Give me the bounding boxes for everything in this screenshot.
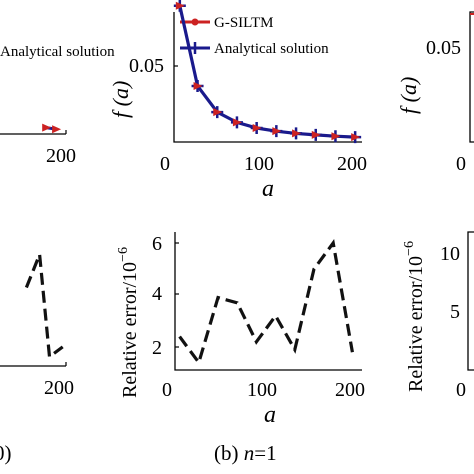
bottom-left-error-line bbox=[24, 253, 64, 360]
bottom-center-error-line bbox=[178, 239, 354, 367]
top-left-x-tick-label: 200 bbox=[46, 145, 76, 167]
top-center-gsiltm-point-2 bbox=[213, 108, 223, 117]
top-right-x-tick-0: 0 bbox=[456, 153, 466, 175]
top-center-gsiltm-point-5 bbox=[272, 127, 282, 136]
bottom-left-series bbox=[24, 253, 64, 360]
bottom-center-x-label: a bbox=[264, 402, 276, 428]
bottom-center-y-label-base: Relative error/10 bbox=[119, 262, 141, 398]
bottom-center-axes-frame bbox=[174, 232, 362, 371]
caption-center-suffix: =1 bbox=[254, 441, 276, 465]
top-right-axes-frame bbox=[469, 11, 474, 143]
bottom-right-y-label-exponent: −6 bbox=[402, 241, 417, 256]
top-center-gsiltm-point-3 bbox=[232, 118, 242, 127]
top-left-legend-label: Analytical solution bbox=[0, 44, 115, 60]
bottom-center-series bbox=[178, 239, 354, 367]
panel-bottom-center: 6 4 2 0 100 200 a Relative error/10−6 bbox=[116, 232, 365, 428]
legend-label-analytical: Analytical solution bbox=[214, 41, 329, 57]
panel-bottom-left: 200 bbox=[0, 253, 74, 399]
top-right-y-tick-label: 0.05 bbox=[426, 37, 461, 59]
bottom-right-y-label-base: Relative error/10 bbox=[405, 256, 427, 392]
bottom-center-y-tick-6: 6 bbox=[152, 233, 162, 255]
panel-top-left: 200 Analytical solution bbox=[0, 44, 115, 167]
top-center-legend: G-SILTM Analytical solution bbox=[180, 15, 329, 57]
caption-left: 0) bbox=[0, 441, 12, 465]
legend-marker-analytical bbox=[189, 42, 201, 54]
top-center-gsiltm-point-9 bbox=[351, 133, 361, 142]
bottom-center-y-tick-4: 4 bbox=[152, 283, 162, 305]
bottom-center-y-label: Relative error/10−6 bbox=[116, 247, 141, 398]
top-center-x-tick-100: 100 bbox=[244, 153, 274, 175]
panel-top-center: 0.05 0 100 200 a f (a) G-SILTM Analytica… bbox=[108, 0, 367, 202]
bottom-right-y-label: Relative error/10−6 bbox=[402, 241, 427, 392]
top-center-y-tick-label: 0.05 bbox=[129, 55, 164, 77]
bottom-center-x-tick-200: 200 bbox=[335, 379, 365, 401]
bottom-center-y-label-exponent: −6 bbox=[116, 247, 131, 262]
bottom-right-y-tick-5: 5 bbox=[450, 301, 460, 323]
top-center-series bbox=[173, 0, 362, 144]
bottom-center-x-tick-0: 0 bbox=[162, 379, 172, 401]
svg-text:Relative error/10−6: Relative error/10−6 bbox=[402, 241, 427, 392]
top-center-analytical-line bbox=[178, 5, 356, 139]
top-left-point-1 bbox=[52, 125, 62, 134]
top-center-gsiltm-point-0 bbox=[175, 1, 185, 10]
top-center-gsiltm-point-6 bbox=[292, 129, 302, 138]
caption-center: (b) n=1 bbox=[214, 441, 277, 465]
svg-text:Relative error/10−6: Relative error/10−6 bbox=[116, 247, 141, 398]
bottom-right-axes-frame bbox=[467, 231, 474, 371]
top-center-gsiltm-point-7 bbox=[311, 130, 321, 139]
top-center-gsiltm-point-1 bbox=[193, 82, 203, 90]
panel-top-right: 0.05 0 f (a) bbox=[396, 11, 474, 175]
legend-label-gsiltm: G-SILTM bbox=[214, 15, 273, 31]
top-center-y-label: f (a) bbox=[108, 81, 133, 118]
legend-marker-gsiltm bbox=[191, 18, 199, 26]
bottom-center-y-tick-2: 2 bbox=[152, 337, 162, 359]
top-center-axes-frame bbox=[173, 12, 362, 143]
top-center-gsiltm-point-4 bbox=[252, 124, 262, 132]
caption-center-var: n bbox=[244, 441, 255, 465]
top-center-gsiltm-point-8 bbox=[331, 132, 341, 141]
top-left-series bbox=[42, 123, 62, 134]
bottom-right-y-tick-10: 10 bbox=[440, 243, 460, 265]
top-left-point-0 bbox=[42, 123, 52, 132]
top-center-x-tick-200: 200 bbox=[337, 153, 367, 175]
bottom-left-x-tick-label: 200 bbox=[44, 377, 74, 399]
panel-bottom-right: 10 5 0 Relative error/10−6 bbox=[402, 231, 474, 401]
caption-center-prefix: (b) bbox=[214, 441, 244, 465]
bottom-right-x-tick-0: 0 bbox=[456, 379, 466, 401]
top-center-x-label: a bbox=[262, 176, 274, 202]
top-right-y-label: f (a) bbox=[396, 77, 421, 114]
top-center-x-tick-0: 0 bbox=[160, 153, 170, 175]
bottom-center-x-tick-100: 100 bbox=[247, 379, 277, 401]
